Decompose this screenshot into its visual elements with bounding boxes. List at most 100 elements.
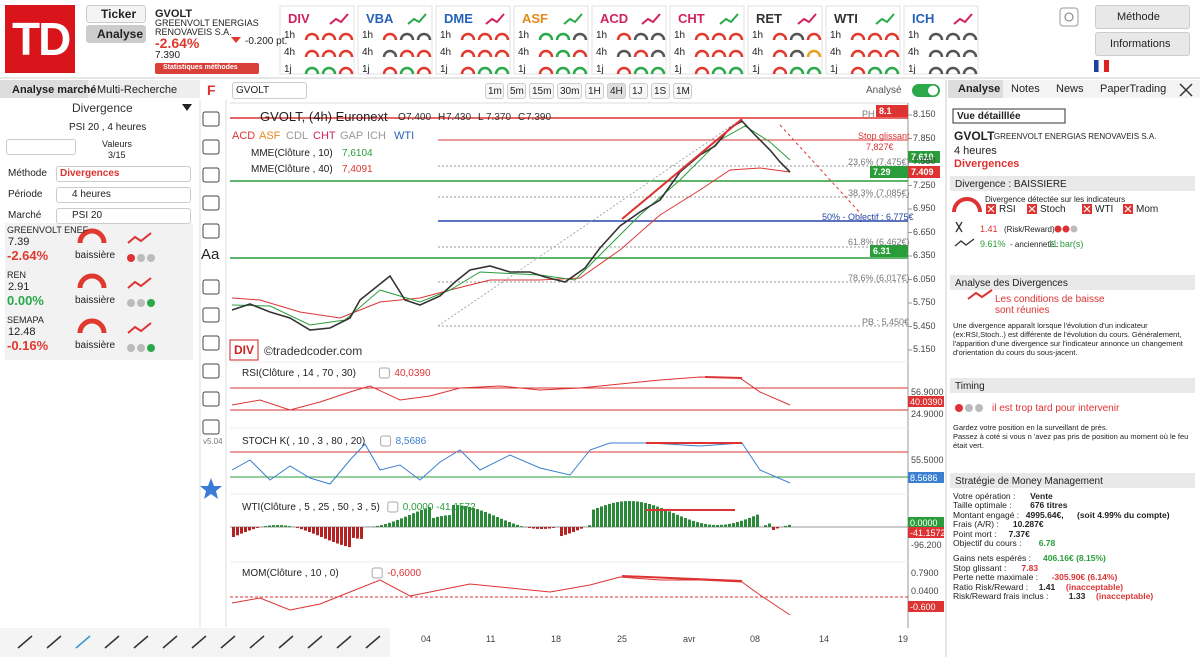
- logo-bg: [5, 5, 75, 73]
- section-header: Timing: [955, 381, 985, 392]
- tool-icon: [202, 279, 220, 295]
- timeframe[interactable]: 4H: [610, 86, 623, 97]
- indicator-name[interactable]: DIV: [288, 11, 310, 26]
- tab[interactable]: News: [1056, 83, 1084, 95]
- wti-bar: [720, 524, 723, 527]
- stats-button[interactable]: Statistiques méthodes: [163, 64, 238, 71]
- button[interactable]: [86, 25, 146, 43]
- method[interactable]: ASF: [259, 130, 281, 142]
- timeframe[interactable]: 1S: [654, 86, 667, 97]
- method[interactable]: CHT: [313, 130, 336, 142]
- symbol-input[interactable]: GVOLT: [236, 85, 270, 96]
- search-input[interactable]: [6, 139, 76, 155]
- select[interactable]: [56, 166, 191, 182]
- indicator-name[interactable]: DME: [444, 11, 473, 26]
- draw-tool: [365, 635, 381, 649]
- tab[interactable]: Notes: [1011, 83, 1040, 95]
- wti-bar: [592, 509, 595, 527]
- button-label[interactable]: Analyse: [97, 27, 144, 41]
- indicator-name[interactable]: ICH: [912, 11, 935, 26]
- gauge: [711, 49, 727, 58]
- panel-label: STOCH K( , 10 , 3 , 80 , 20): [242, 436, 366, 447]
- panel-badge: [908, 472, 944, 483]
- symbol-input[interactable]: [232, 82, 307, 99]
- field-value[interactable]: Divergences: [60, 168, 120, 179]
- indicator-name[interactable]: ASF: [522, 11, 548, 26]
- indicator-name[interactable]: ACD: [600, 11, 629, 26]
- tab[interactable]: Analyse: [958, 83, 1001, 95]
- timeframe[interactable]: 1M: [676, 86, 690, 97]
- timeframe[interactable]: 1H: [588, 86, 601, 97]
- button[interactable]: [607, 83, 626, 99]
- field-label: Période: [8, 189, 43, 200]
- trend-icon: [127, 322, 152, 334]
- wti-bar: [460, 505, 463, 527]
- button[interactable]: [507, 83, 526, 99]
- indicator-name[interactable]: VBA: [366, 11, 394, 26]
- field-value[interactable]: PSI 20: [72, 210, 103, 221]
- button-label[interactable]: Ticker: [101, 7, 137, 21]
- timeframe[interactable]: 5m: [510, 86, 524, 97]
- timeframe[interactable]: 30m: [560, 86, 580, 97]
- timeframe[interactable]: 15m: [532, 86, 552, 97]
- button-label[interactable]: Informations: [1110, 38, 1171, 50]
- wti-bar: [740, 520, 743, 527]
- row-label: 4h: [284, 47, 296, 58]
- select-value[interactable]: Vue détailllée: [957, 111, 1021, 122]
- button[interactable]: [485, 83, 504, 99]
- stock-name: GREENVOLT ENEF: [7, 225, 89, 235]
- indicator-name[interactable]: CHT: [678, 11, 705, 26]
- row-label: 1j: [752, 64, 760, 75]
- button[interactable]: [585, 83, 604, 99]
- stock-change: -2.64%: [7, 248, 49, 263]
- select[interactable]: [56, 208, 191, 224]
- gauge: [867, 66, 883, 75]
- button[interactable]: [86, 5, 146, 23]
- wti-bar: [540, 527, 543, 529]
- tab[interactable]: Multi-Recherche: [97, 84, 178, 96]
- x-icon: [1124, 205, 1132, 213]
- light: [965, 404, 973, 412]
- method[interactable]: ICH: [367, 130, 386, 142]
- indicator-name[interactable]: RET: [756, 11, 782, 26]
- button[interactable]: [529, 83, 554, 99]
- wti-bar: [496, 517, 499, 527]
- tool[interactable]: Aa: [201, 246, 220, 263]
- light: [127, 299, 135, 307]
- button[interactable]: [557, 83, 582, 99]
- button[interactable]: [651, 83, 670, 99]
- method[interactable]: CDL: [286, 130, 309, 142]
- ohlc-value: 7.390: [526, 112, 552, 123]
- close-icon[interactable]: [1179, 83, 1193, 97]
- rr-icon: [955, 221, 963, 233]
- method[interactable]: ACD: [232, 130, 256, 142]
- settings-icon[interactable]: [1059, 7, 1079, 27]
- select-box[interactable]: [952, 108, 1066, 124]
- timeframe[interactable]: 1J: [632, 86, 643, 97]
- stock-price: 7.39: [8, 236, 30, 248]
- wti-bar: [360, 527, 363, 539]
- method[interactable]: GAP: [340, 130, 364, 142]
- indicator-name[interactable]: WTI: [834, 11, 858, 26]
- timeframe[interactable]: 1m: [488, 86, 502, 97]
- button[interactable]: [629, 83, 648, 99]
- favorite-icon[interactable]: [200, 478, 222, 499]
- gauge: [616, 32, 632, 41]
- tab[interactable]: Analyse marché: [12, 84, 97, 96]
- field-value[interactable]: 4 heures: [72, 189, 111, 200]
- button[interactable]: [1095, 32, 1190, 56]
- method[interactable]: WTI: [394, 130, 415, 142]
- wti-bar: [772, 527, 775, 530]
- annotation: Stop glissant: [858, 131, 910, 141]
- stoch-line: [231, 442, 791, 485]
- wti-bar: [388, 522, 391, 527]
- button-label[interactable]: Méthode: [1117, 11, 1160, 23]
- tab[interactable]: PaperTrading: [1100, 83, 1167, 95]
- wti-bar: [296, 527, 299, 528]
- button[interactable]: [1095, 5, 1190, 29]
- select[interactable]: [56, 187, 191, 203]
- button[interactable]: [673, 83, 692, 99]
- draw-tool: [104, 635, 120, 649]
- ma-label: MME(Clôture , 10): [251, 148, 333, 159]
- tool[interactable]: F: [207, 82, 216, 98]
